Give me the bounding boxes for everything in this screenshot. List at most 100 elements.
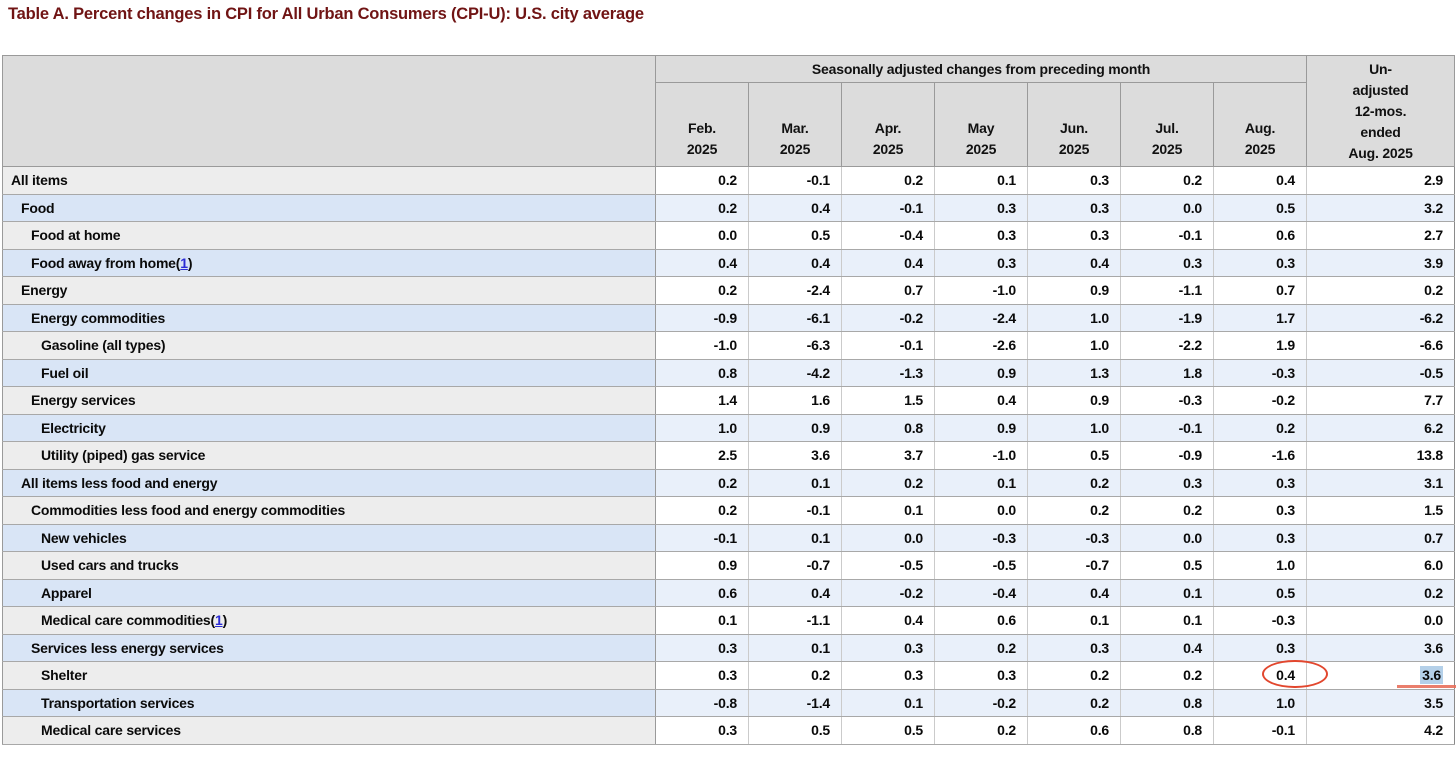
value-cell: -0.4 bbox=[934, 578, 1028, 607]
yoy-cell: 0.2 bbox=[1306, 276, 1456, 305]
value-cell: 0.3 bbox=[1027, 633, 1121, 662]
value-cell: 0.9 bbox=[1027, 276, 1121, 305]
month-header-aug: Aug. 2025 bbox=[1212, 82, 1308, 167]
value-cell: -1.0 bbox=[934, 441, 1028, 470]
value-cell: 0.2 bbox=[1120, 496, 1214, 525]
value-cell: 0.3 bbox=[655, 716, 749, 745]
value-cell: 0.8 bbox=[655, 358, 749, 387]
table-row: Fuel oil 0.8 -4.2 -1.3 0.9 1.3 1.8 -0.3 -0.5 bbox=[2, 358, 1456, 387]
value-cell: -0.5 bbox=[841, 551, 935, 580]
value-cell: 0.0 bbox=[1120, 193, 1214, 222]
value-cell: 0.6 bbox=[1212, 221, 1308, 250]
table-row: Food away from home(1) 0.4 0.4 0.4 0.3 0.4 0.3… bbox=[2, 248, 1456, 277]
month-header-may: May 2025 bbox=[934, 82, 1028, 167]
table-row: Energy commodities -0.9 -6.1 -0.2 -2.4 1.0 -1.… bbox=[2, 303, 1456, 332]
value-cell: 1.3 bbox=[1027, 358, 1121, 387]
month-header-jul: Jul. 2025 bbox=[1120, 82, 1214, 167]
value-cell: 1.4 bbox=[655, 386, 749, 415]
value-cell: -0.9 bbox=[1120, 441, 1214, 470]
value-cell: 0.0 bbox=[655, 221, 749, 250]
value-cell: 0.9 bbox=[934, 358, 1028, 387]
value-cell: -0.4 bbox=[841, 221, 935, 250]
value-cell: 0.5 bbox=[1027, 441, 1121, 470]
row-label: Food away from home(1) bbox=[2, 248, 656, 277]
value-cell: -4.2 bbox=[748, 358, 842, 387]
row-label: Apparel bbox=[2, 578, 656, 607]
value-cell: -2.4 bbox=[748, 276, 842, 305]
value-cell: 0.9 bbox=[748, 413, 842, 442]
value-cell: -2.4 bbox=[934, 303, 1028, 332]
row-label: Electricity bbox=[2, 413, 656, 442]
value-cell: -1.0 bbox=[655, 331, 749, 360]
value-cell: 0.4 bbox=[748, 193, 842, 222]
value-cell: -1.4 bbox=[748, 688, 842, 717]
value-cell: 0.9 bbox=[655, 551, 749, 580]
table-body: All items 0.2 -0.1 0.2 0.1 0.3 0.2 0.4 2.9 Food 0.… bbox=[2, 166, 1456, 745]
row-label: Transportation services bbox=[2, 688, 656, 717]
yoy-cell: 3.6 bbox=[1306, 661, 1456, 690]
value-cell: -0.2 bbox=[841, 578, 935, 607]
value-cell: 0.5 bbox=[748, 221, 842, 250]
footnote-link[interactable]: 1 bbox=[214, 612, 223, 629]
value-cell: 0.2 bbox=[841, 166, 935, 195]
value-cell: 0.5 bbox=[1212, 578, 1308, 607]
month-header-jun: Jun. 2025 bbox=[1027, 82, 1121, 167]
value-cell: -0.3 bbox=[1212, 358, 1308, 387]
month-header-feb: Feb. 2025 bbox=[655, 82, 749, 167]
value-cell: 0.4 bbox=[934, 386, 1028, 415]
table-row: Electricity 1.0 0.9 0.8 0.9 1.0 -0.1 0.2 6.2 bbox=[2, 413, 1456, 442]
value-cell: 0.3 bbox=[1212, 248, 1308, 277]
value-cell: 0.2 bbox=[1027, 688, 1121, 717]
value-cell: 0.5 bbox=[1120, 551, 1214, 580]
corner-header-cell bbox=[2, 55, 656, 167]
table-row: All items 0.2 -0.1 0.2 0.1 0.3 0.2 0.4 2.9 bbox=[2, 166, 1456, 195]
value-cell: 0.2 bbox=[655, 166, 749, 195]
footnote-link[interactable]: 1 bbox=[180, 254, 188, 271]
row-label: Medical care commodities(1) bbox=[2, 606, 656, 635]
value-cell: 0.3 bbox=[655, 661, 749, 690]
value-cell: 0.5 bbox=[748, 716, 842, 745]
value-cell: 0.4 bbox=[655, 248, 749, 277]
value-cell: -1.3 bbox=[841, 358, 935, 387]
value-cell: 0.4 bbox=[1120, 633, 1214, 662]
table-row: Energy services 1.4 1.6 1.5 0.4 0.9 -0.3 -0.2 7.… bbox=[2, 386, 1456, 415]
value-cell: 0.1 bbox=[1120, 578, 1214, 607]
value-cell: 0.1 bbox=[841, 688, 935, 717]
row-label: Energy bbox=[2, 276, 656, 305]
yoy-cell: 4.2 bbox=[1306, 716, 1456, 745]
row-label: Medical care services bbox=[2, 716, 656, 745]
value-cell: 0.2 bbox=[655, 276, 749, 305]
value-cell: 0.0 bbox=[1120, 523, 1214, 552]
table-row: Gasoline (all types) -1.0 -6.3 -0.1 -2.6 1.0-… bbox=[2, 331, 1456, 360]
yoy-cell: -0.5 bbox=[1306, 358, 1456, 387]
cpi-table: Seasonally adjusted changes from precedi… bbox=[2, 55, 1456, 745]
row-label: Energy services bbox=[2, 386, 656, 415]
table-row: Shelter 0.3 0.2 0.3 0.3 0.2 0.2 0.4 3.6 bbox=[2, 661, 1456, 690]
yoy-cell: 13.8 bbox=[1306, 441, 1456, 470]
value-cell: 0.3 bbox=[1120, 248, 1214, 277]
month-header-mar: Mar. 2025 bbox=[748, 82, 842, 167]
value-cell: -1.6 bbox=[1212, 441, 1308, 470]
value-cell: 0.1 bbox=[841, 496, 935, 525]
value-cell: 3.6 bbox=[748, 441, 842, 470]
table-row: Commodities less food and energy commodi… bbox=[2, 496, 1456, 525]
value-cell: 0.4 bbox=[748, 578, 842, 607]
value-cell: 1.8 bbox=[1120, 358, 1214, 387]
table-row: Used cars and trucks 0.9 -0.7 -0.5 -0.5 -0.7 0… bbox=[2, 551, 1456, 580]
value-cell: 0.3 bbox=[1027, 193, 1121, 222]
value-cell: 0.0 bbox=[934, 496, 1028, 525]
value-cell: -1.0 bbox=[934, 276, 1028, 305]
value-cell: 0.4 bbox=[1212, 661, 1308, 690]
row-label: Services less energy services bbox=[2, 633, 656, 662]
value-cell: 1.0 bbox=[655, 413, 749, 442]
row-label: Energy commodities bbox=[2, 303, 656, 332]
value-cell: 0.4 bbox=[1027, 578, 1121, 607]
yoy-cell: 3.2 bbox=[1306, 193, 1456, 222]
table-row: Services less energy services 0.3 0.1 0.3 0.… bbox=[2, 633, 1456, 662]
value-cell: 0.1 bbox=[934, 166, 1028, 195]
value-cell: 0.2 bbox=[655, 468, 749, 497]
value-cell: 0.1 bbox=[748, 633, 842, 662]
month-header-apr: Apr. 2025 bbox=[841, 82, 935, 167]
yoy-cell: 0.2 bbox=[1306, 578, 1456, 607]
yoy-cell: 3.1 bbox=[1306, 468, 1456, 497]
